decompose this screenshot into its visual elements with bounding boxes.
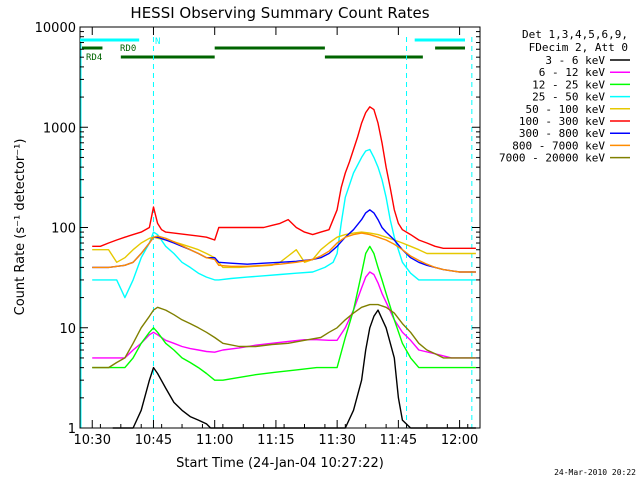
attenuator-label-n: N: [155, 37, 160, 47]
axes: 10:30 10:45 11:00 11:15 11:30 11:45 12:00 1 10 10…: [35, 21, 480, 448]
y-tick-label: 1: [68, 422, 76, 437]
legend-label: 12 - 25 keV: [532, 78, 605, 91]
x-tick-label: 11:15: [257, 433, 294, 448]
chart-title: HESSI Observing Summary Count Rates: [130, 4, 429, 22]
legend-label: 25 - 50 keV: [532, 91, 605, 104]
series-line-2: [92, 245, 476, 381]
legend-label: 3 - 6 keV: [545, 54, 605, 67]
series-line-3: [92, 148, 476, 299]
legend-label: 100 - 300 keV: [519, 115, 605, 128]
x-tick-label: 11:30: [318, 433, 355, 448]
y-tick-label: 10000: [35, 21, 76, 36]
series-line-5: [92, 106, 476, 249]
attenuator-change-lines: [80, 37, 473, 428]
attenuator-label-rd4: RD4: [86, 53, 102, 63]
x-axis-label: Start Time (24-Jan-04 10:27:22): [176, 456, 384, 471]
y-tick-label: 100: [51, 222, 76, 237]
series-line-8: [92, 303, 476, 369]
attenuator-bars: [80, 38, 465, 59]
y-axis-label: Count Rate (s⁻¹ detector⁻¹): [13, 139, 28, 316]
timestamp: 24-Mar-2010 20:22: [554, 468, 636, 477]
legend-header: Det 1,3,4,5,6,9,: [522, 28, 628, 41]
legend-label: 7000 - 20000 keV: [499, 152, 605, 165]
series-line-6: [92, 209, 476, 273]
x-tick-label: 10:45: [135, 433, 172, 448]
y-tick-label: 1000: [43, 121, 76, 136]
legend-label: 50 - 100 keV: [526, 103, 606, 116]
x-tick-label: 11:00: [196, 433, 233, 448]
legend-label: 300 - 800 keV: [519, 127, 605, 140]
legend: Det 1,3,4,5,6,9,FDecim 2, Att 03 - 6 keV…: [499, 28, 630, 165]
legend-label: 800 - 7000 keV: [512, 139, 605, 152]
x-tick-label: 12:00: [441, 433, 478, 448]
y-tick-label: 10: [59, 322, 76, 337]
attenuator-label-rd0: RD0: [120, 44, 136, 54]
series-line-7: [92, 232, 476, 273]
x-tick-label: 11:45: [380, 433, 417, 448]
x-tick-label: 10:30: [74, 433, 111, 448]
series-line-0: [112, 309, 476, 429]
series-lines: [92, 106, 476, 429]
legend-header: FDecim 2, Att 0: [529, 41, 628, 54]
legend-label: 6 - 12 keV: [539, 66, 606, 79]
